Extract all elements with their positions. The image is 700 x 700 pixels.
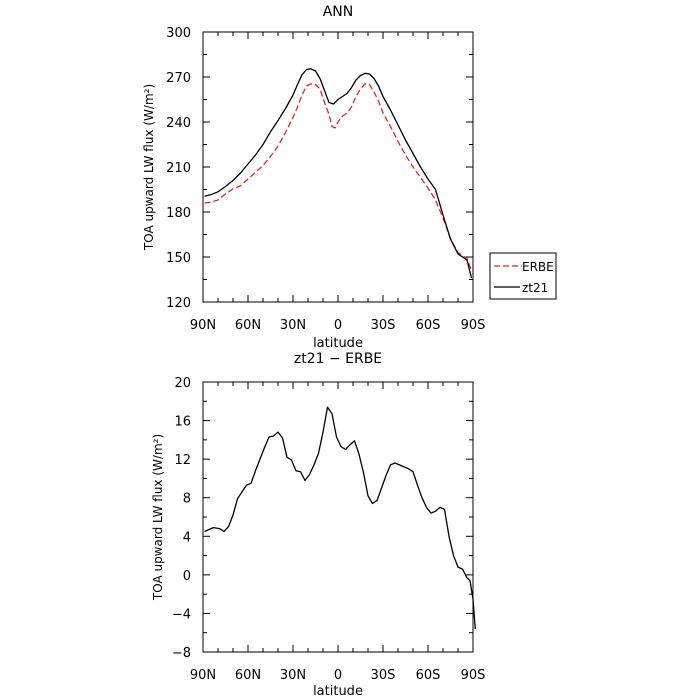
bottom-chart-title: zt21 − ERBE — [294, 351, 382, 367]
bottom-chart-x-tick-label: 90S — [461, 668, 486, 683]
legend: ERBE zt21 — [489, 252, 557, 300]
bottom-chart-x-tick-label: 0 — [334, 668, 342, 683]
bottom-chart-y-tick-label: 16 — [174, 415, 191, 430]
top-chart-y-tick-label: 300 — [166, 26, 191, 41]
top-chart-y-tick-label: 150 — [166, 251, 191, 266]
top-chart-tick-marks — [202, 31, 474, 303]
top-chart-panel: ANN 90N 60N 30N 0 30S 60S 90S 120 150 180 210 240 2… — [142, 4, 557, 351]
bottom-chart-y-tick-label: −4 — [172, 607, 191, 622]
top-chart-plot-frame — [202, 31, 474, 303]
top-chart-series-line-erbe — [204, 83, 473, 271]
top-chart-y-tick-label: 210 — [166, 161, 191, 176]
top-chart-x-tick-label: 30S — [371, 318, 396, 333]
bottom-chart-y-axis-label: TOA upward LW flux (W/m²) — [151, 434, 165, 601]
bottom-chart-lines — [204, 406, 476, 629]
top-chart-y-tick-labels: 120 150 180 210 240 270 300 — [166, 26, 191, 311]
bottom-chart-x-axis-label: latitude — [313, 684, 363, 699]
top-chart-x-tick-label: 90N — [190, 318, 216, 333]
bottom-chart-x-tick-labels: 90N 60N 30N 0 30S 60S 90S — [190, 668, 486, 683]
top-chart-y-tick-label: 270 — [166, 71, 191, 86]
bottom-chart-y-tick-label: 8 — [183, 492, 191, 507]
top-chart-y-tick-label: 240 — [166, 116, 191, 131]
legend-box — [489, 252, 557, 300]
bottom-chart-x-tick-label: 90N — [190, 668, 216, 683]
legend-label-zt21: zt21 — [522, 281, 548, 295]
top-chart-x-tick-labels: 90N 60N 30N 0 30S 60S 90S — [190, 318, 486, 333]
top-chart-y-axis-label: TOA upward LW flux (W/m²) — [142, 84, 156, 251]
top-chart-x-tick-label: 90S — [461, 318, 486, 333]
top-chart-y-tick-label: 180 — [166, 206, 191, 221]
bottom-chart-plot-frame — [202, 381, 474, 653]
top-chart-x-tick-label: 60S — [416, 318, 441, 333]
bottom-chart-x-tick-label: 30N — [280, 668, 306, 683]
top-chart-x-tick-label: 30N — [280, 318, 306, 333]
legend-label-erbe: ERBE — [522, 260, 554, 274]
bottom-chart-y-tick-label: −8 — [172, 646, 191, 661]
bottom-chart-tick-marks — [202, 381, 474, 653]
bottom-chart-y-tick-labels: −8 −4 0 4 8 12 16 20 — [172, 376, 191, 661]
top-chart-lines — [204, 68, 473, 279]
top-chart-x-tick-label: 60N — [235, 318, 261, 333]
bottom-chart-x-tick-label: 30S — [371, 668, 396, 683]
top-chart-x-axis-label: latitude — [313, 336, 363, 351]
bottom-chart-panel: zt21 − ERBE 90N 60N 30N 0 30S 60S 90S −8 −4 0 4 8 1… — [151, 351, 485, 699]
bottom-chart-y-tick-label: 0 — [183, 569, 191, 584]
top-chart-series-line-zt21 — [204, 68, 473, 279]
bottom-chart-x-tick-label: 60N — [235, 668, 261, 683]
bottom-chart-y-tick-label: 20 — [174, 376, 191, 391]
bottom-chart-y-tick-label: 12 — [174, 453, 191, 468]
top-chart-title: ANN — [323, 4, 354, 20]
bottom-chart-series-line-difference — [204, 406, 476, 629]
bottom-chart-x-tick-label: 60S — [416, 668, 441, 683]
top-chart-y-tick-label: 120 — [166, 296, 191, 311]
bottom-chart-y-tick-label: 4 — [183, 530, 191, 545]
top-chart-x-tick-label: 0 — [334, 318, 342, 333]
